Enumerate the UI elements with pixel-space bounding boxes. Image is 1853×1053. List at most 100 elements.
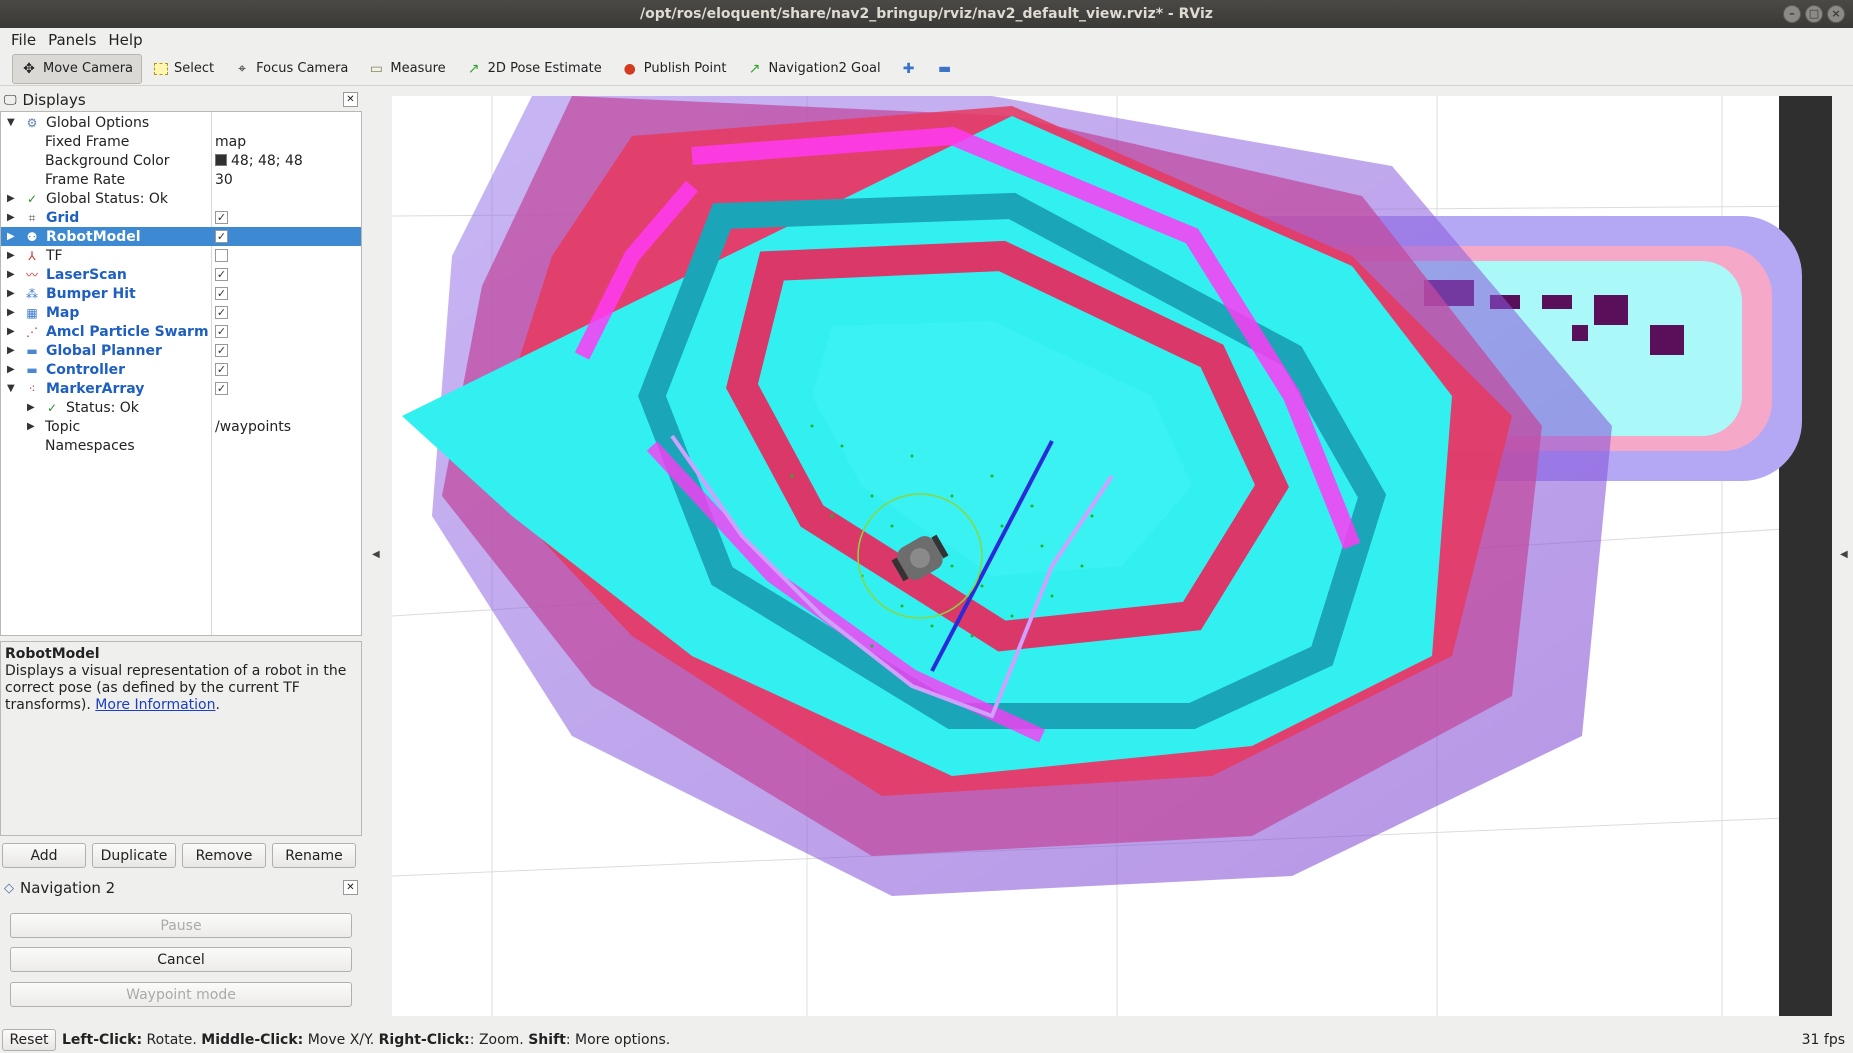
monitor-icon: 🖵 [4,92,17,108]
more-information-link[interactable]: More Information [95,697,216,713]
namespaces-label: Namespaces [45,437,135,454]
tree-row-global-status[interactable]: ▶ ✓ Global Status: Ok [7,190,169,207]
status-hint: Left-Click: Rotate. Middle-Click: Move X… [62,1032,671,1048]
description-text: Displays a visual representation of a ro… [5,663,347,713]
maximize-icon[interactable]: □ [1805,5,1823,23]
pose-estimate-tool[interactable]: ↗ 2D Pose Estimate [458,54,610,84]
particle-swarm [790,424,1094,648]
map-checkbox[interactable]: ✓ [215,306,228,319]
duplicate-button[interactable]: Duplicate [92,843,176,868]
grid-label: Grid [46,209,80,226]
tree-row-robot-model[interactable]: ▶ ⚉ RobotModel ✓ [1,227,361,246]
tree-row-amcl[interactable]: ▶ ⋰ Amcl Particle Swarm ✓ [7,323,228,340]
rename-button[interactable]: Rename [272,843,356,868]
menu-file[interactable]: File [11,31,37,49]
tree-row-laser-scan[interactable]: ▶ 〰 LaserScan ✓ [7,266,228,283]
focus-camera-label: Focus Camera [256,61,349,76]
move-camera-tool[interactable]: ✥ Move Camera [12,53,143,84]
publish-point-label: Publish Point [643,61,727,76]
move-camera-label: Move Camera [43,61,134,76]
marker-array-label: MarkerArray [46,380,145,397]
menu-panels[interactable]: Panels [48,31,97,49]
background-color-label: Background Color [45,152,170,169]
collapse-right-icon[interactable]: ◀ [1840,549,1848,560]
robot-model-checkbox[interactable]: ✓ [215,230,228,243]
topic-value[interactable]: /waypoints [215,418,292,435]
global-options-label: Global Options [46,114,150,131]
tree-row-topic[interactable]: ▶ Topic /waypoints [27,418,292,435]
bumper-hit-checkbox[interactable]: ✓ [215,287,228,300]
minimize-icon[interactable]: – [1783,5,1801,23]
collapse-left-icon[interactable]: ◀ [372,549,380,560]
nav-panel-close-icon[interactable]: ✕ [343,880,358,895]
tree-row-global-planner[interactable]: ▶ ▬ Global Planner ✓ [7,342,228,359]
marker-array-checkbox[interactable]: ✓ [215,382,228,395]
nav-goal-tool[interactable]: ↗ Navigation2 Goal [738,54,888,84]
tree-row-background-color[interactable]: Background Color 48; 48; 48 [1,151,361,170]
displays-title: Displays [22,91,86,109]
tree-row-frame-rate[interactable]: Frame Rate 30 [1,170,361,189]
tree-row-bumper-hit[interactable]: ▶ ⁂ Bumper Hit ✓ [7,285,228,302]
menubar: File Panels Help [0,28,1853,52]
pause-button[interactable]: Pause [10,913,352,938]
select-tool[interactable]: Select [146,54,222,84]
green-arrow-icon: ↗ [467,60,480,77]
tree-row-tf[interactable]: ▶ ⅄ TF [1,246,361,265]
tree-row-map[interactable]: ▶ ▦ Map ✓ [7,304,228,321]
tree-row-controller[interactable]: ▶ ▬ Controller ✓ [7,361,228,378]
tree-row-fixed-frame[interactable]: Fixed Frame map [1,132,361,151]
local-plan-line [930,440,1054,672]
magenta-wall-top [691,126,1361,550]
add-tool-button[interactable]: ✚ [893,54,925,84]
waypoint-mode-button[interactable]: Waypoint mode [10,982,352,1007]
close-icon[interactable]: × [1827,5,1845,23]
fixed-frame-value[interactable]: map [215,133,247,150]
pose-estimate-label: 2D Pose Estimate [487,61,602,76]
global-plan-line [670,434,1114,719]
amcl-checkbox[interactable]: ✓ [215,325,228,338]
tree-row-namespaces[interactable]: Namespaces [1,436,361,455]
global-planner-checkbox[interactable]: ✓ [215,344,228,357]
displays-close-icon[interactable]: ✕ [343,92,358,107]
menu-help[interactable]: Help [108,31,143,49]
controller-checkbox[interactable]: ✓ [215,363,228,376]
remove-button[interactable]: Remove [182,843,266,868]
remove-tool-button[interactable]: ▬ [929,54,961,84]
description-title: RobotModel [5,646,100,662]
laser-scan-checkbox[interactable]: ✓ [215,268,228,281]
grid-checkbox[interactable]: ✓ [215,211,228,224]
displays-panel-header: 🖵 Displays ✕ [0,89,362,111]
add-button[interactable]: Add [2,843,86,868]
laser-scan-label: LaserScan [46,266,127,283]
diamond-icon: ◇ [4,880,14,896]
tree-row-marker-array[interactable]: ▼ ⁖ MarkerArray ✓ [7,380,228,397]
plus-icon: ✚ [902,60,915,77]
bumper-hit-icon: ⁂ [26,286,38,301]
background-color-value[interactable]: 48; 48; 48 [215,153,303,169]
tool-toolbar: ✥ Move Camera Select ⌖ Focus Camera ▭ Me… [0,52,1853,86]
publish-point-tool[interactable]: ● Publish Point [614,54,735,84]
render-viewport[interactable] [392,96,1832,1016]
frame-rate-value[interactable]: 30 [215,171,233,188]
topic-label: Topic [45,418,81,435]
folder-icon: ▬ [26,362,38,377]
description-tail: . [215,697,220,713]
measure-tool[interactable]: ▭ Measure [360,54,453,84]
statusbar: Reset Left-Click: Rotate. Middle-Click: … [0,1027,1853,1053]
tree-row-marker-status[interactable]: ▶ ✓ Status: Ok [27,399,139,416]
focus-camera-icon: ⌖ [238,60,247,77]
cancel-button[interactable]: Cancel [10,947,352,972]
map-icon: ▦ [26,305,38,320]
reset-button[interactable]: Reset [2,1029,56,1051]
tf-checkbox[interactable] [215,249,228,262]
laser-scan-icon: 〰 [25,267,38,282]
tf-label: TF [46,247,63,264]
tree-row-global-options[interactable]: ▼ ⚙ Global Options [7,114,150,131]
dark-edge [1779,96,1832,1016]
amcl-label: Amcl Particle Swarm [46,323,209,340]
tree-row-grid[interactable]: ▶ ⌗ Grid ✓ [7,209,228,226]
window-title: /opt/ros/eloquent/share/nav2_bringup/rvi… [640,6,1213,22]
focus-camera-tool[interactable]: ⌖ Focus Camera [226,54,356,84]
global-status-label: Global Status: Ok [46,190,169,207]
gear-icon: ⚙ [26,115,38,130]
